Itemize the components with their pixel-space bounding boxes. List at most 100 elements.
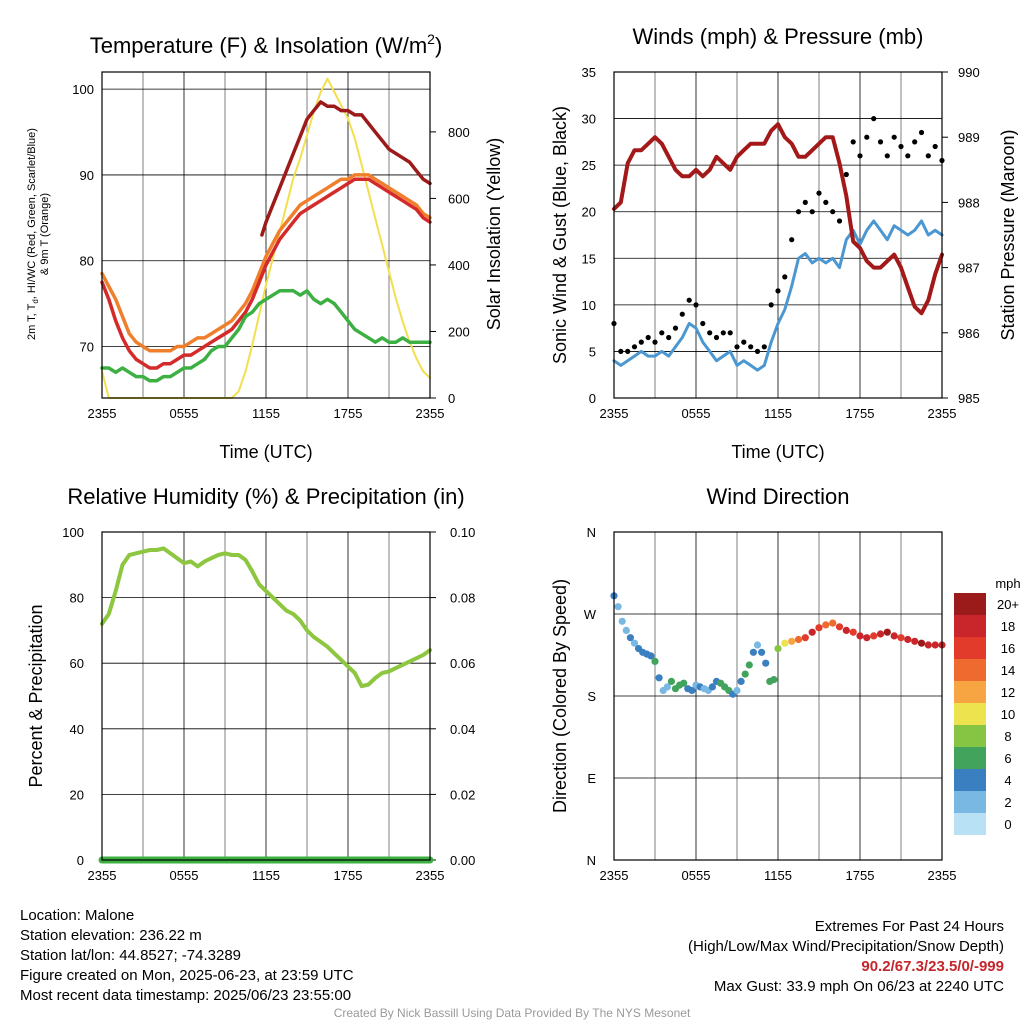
winds-y-label: Sonic Wind & Gust (Blue, Black) xyxy=(550,106,570,364)
winds-y-tick-15: 15 xyxy=(582,251,596,266)
direction-point xyxy=(647,652,655,660)
direction-point xyxy=(655,674,663,682)
pressure-line xyxy=(612,122,944,316)
humidity-x-tick-1755: 1755 xyxy=(334,868,363,883)
pressure-y-tick-988: 988 xyxy=(958,195,980,210)
gust-point xyxy=(932,143,938,150)
winds-title: Winds (mph) & Pressure (mb) xyxy=(633,24,924,49)
max-gust: Max Gust: 33.9 mph On 06/23 at 2240 UTC xyxy=(713,978,1004,995)
gust-point xyxy=(754,348,761,354)
temperature-title: Temperature (F) & Insolation (W/m2) xyxy=(90,31,443,58)
winds-plot-frame xyxy=(613,71,943,399)
temperature-x-tick-2355: 2355 xyxy=(416,406,445,421)
wind-direction-y-tick-N-4: N xyxy=(587,525,596,540)
station-elevation: Station elevation: 236.22 m xyxy=(20,927,202,944)
gust-point xyxy=(659,330,665,336)
colorbar-label-12: 12 xyxy=(1001,685,1015,700)
gust-point xyxy=(652,339,658,345)
direction-point xyxy=(801,634,809,642)
colorbar-label-14: 14 xyxy=(1001,663,1015,678)
gust-point xyxy=(918,129,925,136)
direction-point xyxy=(762,659,770,667)
insolation-y-tick-200: 200 xyxy=(448,324,470,339)
humidity-x-tick-2355: 2355 xyxy=(416,868,445,883)
temperature-x-label: Time (UTC) xyxy=(219,442,312,462)
gust-point xyxy=(638,339,644,345)
gust-point xyxy=(625,348,631,354)
direction-point xyxy=(911,637,919,645)
gust-point xyxy=(864,134,870,140)
temperature-panel: Temperature (F) & Insolation (W/m2) 2355… xyxy=(26,31,504,462)
winds-y-tick-25: 25 xyxy=(582,158,596,173)
direction-point xyxy=(794,635,803,644)
gust-point xyxy=(823,199,829,205)
direction-point xyxy=(688,686,696,695)
extremes-info: Extremes For Past 24 Hours (High/Low/Max… xyxy=(688,917,1004,997)
gust-point xyxy=(631,344,638,350)
gust-point xyxy=(891,134,897,140)
winds-y-tick-10: 10 xyxy=(582,298,596,313)
temperature-y-label-line1: 2m T, Td, HI/WC (Red, Green, Scarlet/Blu… xyxy=(26,128,40,340)
gust-point xyxy=(871,116,877,122)
direction-point xyxy=(626,634,635,642)
direction-point xyxy=(856,632,864,640)
direction-point xyxy=(829,619,837,627)
gust-point xyxy=(761,344,767,350)
gust-point xyxy=(713,334,720,341)
temperature-x-tick-1155: 1155 xyxy=(252,406,280,421)
gust-point xyxy=(686,297,692,303)
humidity-x-tick-2355: 2355 xyxy=(88,868,117,883)
wind-direction-title: Wind Direction xyxy=(706,484,849,509)
colorbar-swatch-10 xyxy=(954,703,986,725)
gust-point xyxy=(843,171,849,178)
temperature-y-tick-90: 90 xyxy=(80,168,94,183)
direction-point xyxy=(808,628,816,636)
colorbar-swatch-6 xyxy=(954,747,986,769)
station-latlon: Station lat/lon: 44.8527; -74.3289 xyxy=(20,947,242,964)
humidity-y-tick-60: 60 xyxy=(70,656,84,671)
humidity-y-tick-0: 0 xyxy=(77,853,84,868)
gust-point xyxy=(748,344,754,350)
speed-colorbar: 20+ 18 16 14 12 10 8 6 4 2 0 xyxy=(954,593,1019,835)
gust-point xyxy=(679,311,685,317)
figure-created: Figure created on Mon, 2025-06-23, at 23… xyxy=(20,967,354,984)
direction-point xyxy=(870,632,878,640)
gust-point xyxy=(816,190,822,196)
humidity-plot-frame xyxy=(101,531,431,861)
credit-line: Created By Nick Bassill Using Data Provi… xyxy=(333,1006,691,1020)
direction-point xyxy=(849,628,857,636)
direction-point xyxy=(614,603,622,611)
winds-x-tick-1155: 1155 xyxy=(764,406,792,421)
station-location: Location: Malone xyxy=(20,907,135,924)
temperature-series-2 xyxy=(100,289,432,383)
pressure-y-tick-989: 989 xyxy=(958,130,980,145)
direction-point xyxy=(876,630,885,638)
humidity-y-tick-40: 40 xyxy=(70,722,84,737)
temperature-series-1 xyxy=(100,177,432,370)
colorbar-label-10: 10 xyxy=(1001,707,1015,722)
direction-point xyxy=(863,634,871,642)
wind-direction-plot-frame xyxy=(613,531,943,861)
gust-point xyxy=(884,153,890,159)
direction-point xyxy=(917,639,926,647)
winds-y-tick-35: 35 xyxy=(582,65,596,80)
humidity-y-tick-20: 20 xyxy=(70,787,84,802)
humidity-y-tick-80: 80 xyxy=(70,591,84,606)
direction-point xyxy=(781,639,789,647)
colorbar-swatch-4 xyxy=(954,769,986,791)
pressure-y-tick-987: 987 xyxy=(958,261,980,276)
winds-y-tick-0: 0 xyxy=(589,391,596,406)
colorbar-label-18: 18 xyxy=(1001,619,1015,634)
direction-point xyxy=(741,670,749,678)
colorbar-swatch-16 xyxy=(954,637,986,659)
gust-point xyxy=(925,153,931,159)
humidity-line xyxy=(100,546,432,689)
humidity-y-label: Percent & Precipitation xyxy=(26,604,46,787)
insolation-y-label: Solar Insolation (Yellow) xyxy=(484,138,504,330)
direction-point xyxy=(745,661,753,669)
direction-point xyxy=(618,617,626,625)
colorbar-units: mph xyxy=(995,576,1020,591)
direction-point xyxy=(931,641,939,649)
gust-point xyxy=(741,339,747,345)
gust-point xyxy=(809,209,815,215)
